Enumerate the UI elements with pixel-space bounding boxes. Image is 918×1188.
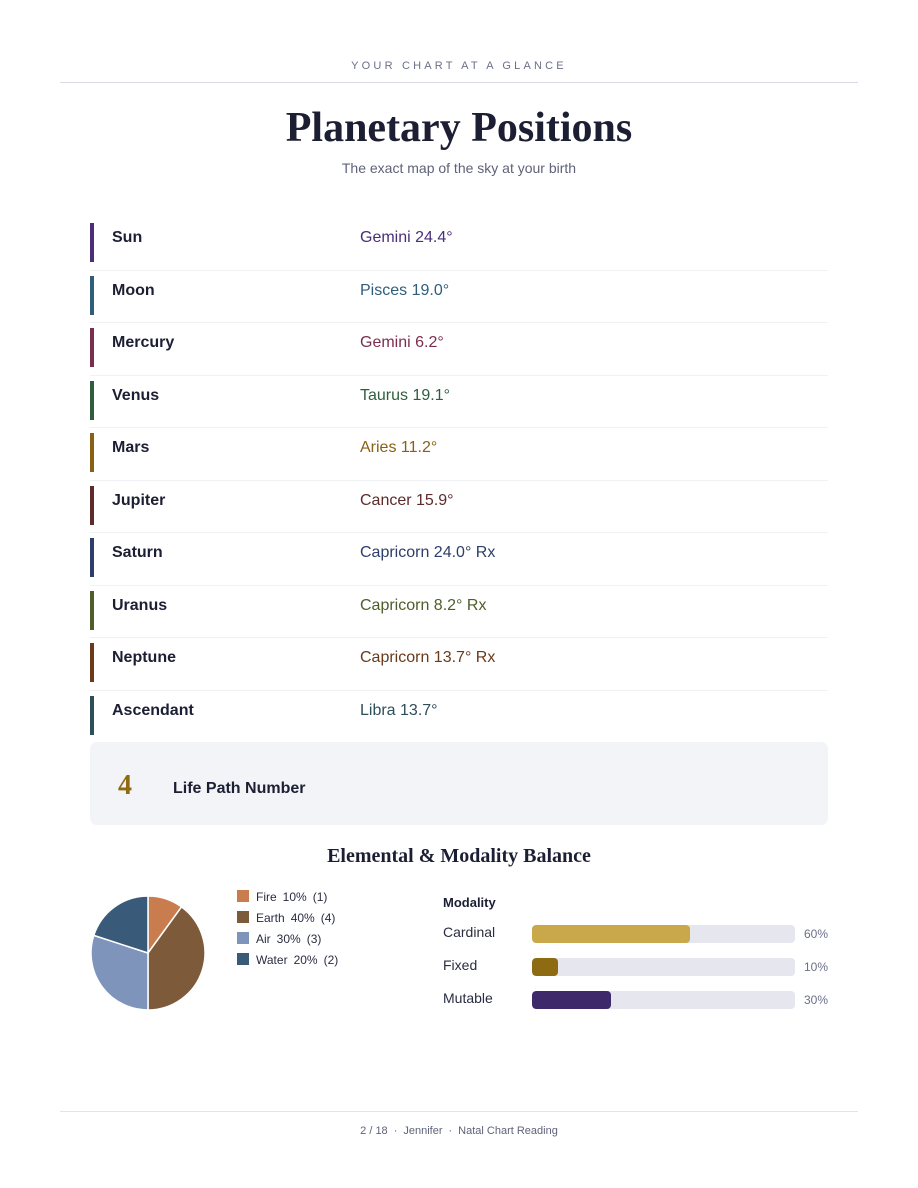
legend-element-name: Earth [256, 911, 285, 925]
legend-item: Air 30% (3) [237, 932, 338, 953]
planet-position: Cancer 15.9° [360, 491, 454, 509]
planet-row: Venus Taurus 19.1° [90, 376, 828, 428]
footer-doc: Natal Chart Reading [458, 1125, 558, 1137]
modality-fill [532, 925, 690, 943]
planet-name: Saturn [112, 544, 163, 561]
planet-row: Mercury Gemini 6.2° [90, 323, 828, 376]
planet-color-bar [90, 485, 94, 525]
planet-color-bar [90, 223, 94, 262]
planet-row: Neptune Capricorn 13.7° Rx [90, 638, 828, 691]
pie-slice-earth [147, 905, 206, 1011]
planet-position: Pisces 19.0° [360, 281, 450, 299]
planet-position: Aries 11.2° [360, 439, 438, 456]
planet-color-bar [90, 643, 94, 682]
header-kicker: YOUR CHART AT A GLANCE [351, 60, 567, 72]
pie-slice-water [92, 895, 149, 955]
modality-track [532, 991, 795, 1009]
planet-position: Libra 13.7° [360, 701, 438, 719]
page-subtitle: The exact map of the sky at your birth [341, 160, 577, 176]
planet-name: Neptune [112, 649, 176, 666]
legend-element-count: (1) [312, 890, 328, 904]
life-path-label: Life Path Number [173, 780, 306, 797]
planet-name: Mars [112, 439, 150, 456]
modality-name: Fixed [443, 957, 478, 973]
planet-name: Uranus [112, 596, 168, 614]
legend-element-percent: 40% [290, 911, 315, 925]
planet-color-bar [90, 380, 94, 420]
legend-item: Earth 40% (4) [237, 911, 338, 932]
planet-position: Taurus 19.1° [360, 386, 451, 404]
planet-color-bar [90, 328, 94, 367]
modality-percent: 10% [804, 960, 829, 974]
legend-swatch [237, 890, 249, 902]
page-header: YOUR CHART AT A GLANCE [60, 56, 858, 83]
modality-title: Modality [443, 895, 496, 910]
modality-percent: 30% [804, 993, 829, 1007]
planet-name: Ascendant [112, 701, 194, 719]
life-path-card: 4 Life Path Number [90, 742, 828, 825]
legend-item: Water 20% (2) [237, 953, 338, 974]
legend-element-percent: 10% [282, 890, 307, 904]
modality-row: Cardinal 60% [443, 923, 833, 943]
planet-color-bar [90, 590, 94, 630]
planet-color-bar [90, 433, 94, 472]
legend-element-name: Air [256, 932, 271, 946]
planet-row: Mars Aries 11.2° [90, 428, 828, 481]
pie-slice-air [90, 934, 149, 1011]
planet-color-bar [90, 538, 94, 577]
modality-row: Fixed 10% [443, 956, 833, 976]
legend-element-count: (2) [323, 953, 339, 967]
planet-name: Jupiter [112, 491, 166, 509]
legend-swatch [237, 953, 249, 965]
planet-name: Venus [112, 386, 160, 404]
footer-page: 2 / 18 [360, 1125, 388, 1137]
planet-position: Gemini 24.4° [360, 229, 453, 246]
modality-row: Mutable 30% [443, 989, 833, 1009]
modality-fill [532, 991, 611, 1009]
legend-element-name: Water [256, 953, 288, 967]
legend-element-count: (3) [306, 932, 322, 946]
planet-row: Ascendant Libra 13.7° [90, 691, 828, 744]
footer-name: Jennifer [403, 1125, 443, 1137]
planet-position: Gemini 6.2° [360, 334, 444, 351]
element-pie-chart [90, 895, 206, 1011]
legend-item: Fire 10% (1) [237, 890, 338, 911]
balance-title: Elemental & Modality Balance [327, 845, 591, 867]
modality-name: Mutable [443, 990, 493, 1006]
planet-row: Saturn Capricorn 24.0° Rx [90, 533, 828, 586]
element-legend: Fire 10% (1) Earth 40% (4) Air 30% (3) Water 20% (2… [237, 890, 338, 974]
planet-position: Capricorn 24.0° Rx [360, 544, 496, 561]
planet-name: Sun [112, 229, 143, 246]
planet-list: Sun Gemini 24.4° Moon Pisces 19.0° Mercury Ge… [90, 218, 828, 743]
legend-element-percent: 30% [276, 932, 301, 946]
modality-panel: Modality Cardinal 60% Fixed 10% Mutable 30% [443, 895, 833, 1009]
page-title: Planetary Positions [285, 105, 633, 151]
modality-percent: 60% [804, 927, 829, 941]
life-path-number: 4 [118, 770, 132, 801]
planet-position: Capricorn 8.2° Rx [360, 596, 487, 614]
planet-color-bar [90, 275, 94, 315]
planet-row: Moon Pisces 19.0° [90, 271, 828, 323]
legend-swatch [237, 911, 249, 923]
page-footer: 2 / 18 · Jennifer · Natal Chart Reading [60, 1111, 858, 1137]
modality-track [532, 925, 795, 943]
legend-swatch [237, 932, 249, 944]
planet-name: Moon [112, 281, 155, 299]
planet-row: Jupiter Cancer 15.9° [90, 481, 828, 533]
modality-fill [532, 958, 559, 976]
planet-color-bar [90, 695, 94, 735]
legend-element-percent: 20% [293, 953, 318, 967]
planet-position: Capricorn 13.7° Rx [360, 649, 496, 666]
modality-track [532, 958, 795, 976]
modality-name: Cardinal [443, 924, 496, 940]
legend-element-name: Fire [256, 890, 277, 904]
legend-element-count: (4) [320, 911, 336, 925]
planet-row: Uranus Capricorn 8.2° Rx [90, 586, 828, 638]
planet-row: Sun Gemini 24.4° [90, 218, 828, 271]
planet-name: Mercury [112, 334, 175, 351]
